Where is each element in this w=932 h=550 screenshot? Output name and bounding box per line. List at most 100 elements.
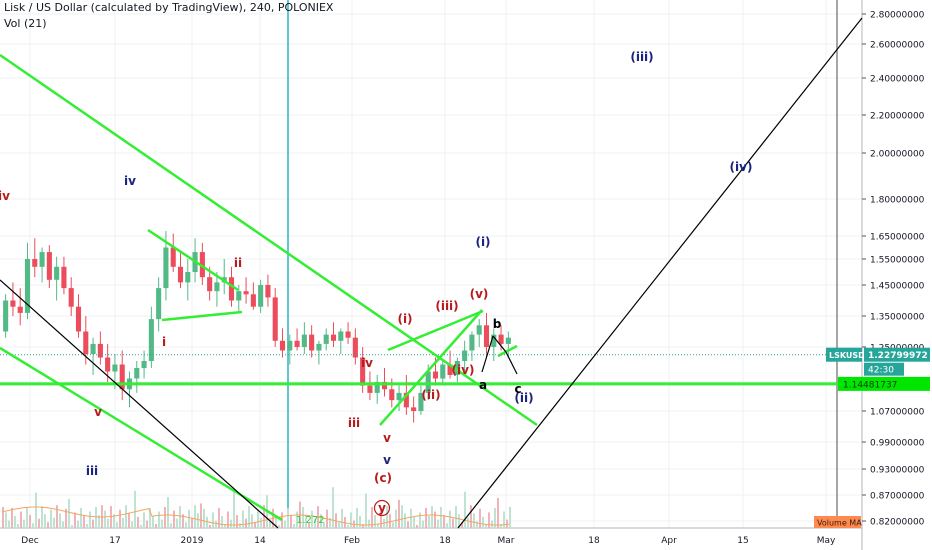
volume-bar: [158, 511, 160, 528]
volume-bar: [188, 509, 190, 528]
volume-bar: [107, 518, 109, 528]
volume-bar: [410, 508, 412, 528]
volume-bar: [41, 506, 43, 528]
wave-label-circle: [373, 499, 391, 517]
volume-bar: [350, 512, 352, 528]
volume-bar: [452, 518, 454, 528]
volume-bar: [77, 520, 79, 528]
volume-bar: [161, 519, 163, 528]
volume-bar: [449, 510, 451, 528]
volume-bar: [440, 507, 442, 528]
wave-label: (c): [374, 471, 392, 485]
volume-bar: [35, 492, 37, 528]
volume-bar: [485, 525, 487, 528]
volume-bar: [5, 512, 7, 528]
volume-bar: [212, 512, 214, 528]
volume-bar: [71, 525, 73, 528]
candle-body: [483, 325, 490, 347]
y-tick-label: 0.82000000: [870, 518, 925, 528]
projection-line: [0, 279, 279, 529]
volume-bar: [500, 524, 502, 528]
candle-body: [258, 285, 264, 307]
volume-bar: [338, 521, 340, 528]
volume-bar: [83, 516, 85, 528]
candle-body: [279, 340, 286, 351]
volume-bar: [221, 516, 223, 528]
candle-body: [287, 340, 293, 351]
wave-label: (i): [397, 312, 412, 326]
wave-label: (i): [475, 235, 490, 249]
candle-body: [17, 306, 23, 313]
volume-bar: [503, 511, 505, 528]
volume-bar: [197, 513, 199, 528]
volume-bar: [17, 524, 19, 528]
volume-bar: [53, 517, 55, 528]
volume-bar: [458, 514, 460, 528]
candle-body: [90, 343, 96, 354]
candle-body: [68, 288, 74, 307]
volume-bar: [95, 507, 97, 528]
volume-bar: [374, 515, 376, 528]
volume-bar: [119, 509, 121, 528]
volume-bar: [20, 511, 22, 528]
wave-label: v: [383, 431, 391, 445]
wave-label: v: [94, 405, 102, 419]
volume-bar: [143, 512, 145, 528]
x-tick-label: Feb: [344, 536, 360, 546]
candle-body: [294, 340, 300, 347]
volume-bar: [89, 511, 91, 528]
volume-bar: [248, 506, 250, 528]
x-tick-label: 2019: [181, 536, 204, 546]
volume-bar: [341, 508, 343, 528]
volume-bar: [113, 514, 115, 528]
volume-bar: [218, 507, 220, 528]
candle-body: [185, 272, 191, 283]
wave-label: (iii): [630, 50, 653, 64]
chart-title: Lisk / US Dollar (calculated by TradingV…: [4, 1, 334, 14]
volume-bar: [194, 505, 196, 528]
candle-body: [54, 266, 60, 280]
x-tick-label: 15: [737, 536, 748, 546]
volume-bar: [479, 508, 481, 528]
candle-body: [447, 364, 453, 375]
price-badge-symbol-bg: [826, 347, 862, 362]
x-tick-label: 18: [439, 536, 451, 546]
candle-body: [352, 337, 358, 358]
candle-body: [170, 247, 176, 267]
volume-bar: [242, 510, 244, 528]
volume-bar: [146, 520, 148, 528]
volume-bar: [389, 514, 391, 528]
candle-body: [367, 385, 373, 393]
volume-bar: [419, 512, 421, 528]
candle-body: [148, 319, 154, 361]
candle-body: [374, 382, 380, 393]
candle-body: [301, 334, 307, 347]
wave-label: iii: [348, 416, 360, 430]
volume-bar: [80, 507, 82, 528]
volume-bar: [14, 516, 16, 528]
y-tick-label: 1.35000000: [870, 313, 925, 323]
volume-bar: [47, 522, 49, 528]
hline-badge-value: 1.14481737: [843, 380, 897, 390]
volume-bar: [92, 519, 94, 528]
volume-bar: [8, 520, 10, 528]
x-tick-label: Mar: [498, 536, 515, 546]
volume-bar: [170, 523, 172, 528]
volume-bar: [398, 499, 400, 528]
candle-body: [469, 334, 475, 351]
volume-bar: [185, 522, 187, 528]
y-tick-label: 0.99000000: [870, 439, 925, 449]
volume-bar: [68, 498, 70, 528]
countdown-badge-bg: [864, 362, 904, 376]
y-tick-label: 1.07000000: [870, 408, 925, 418]
volume-bar: [56, 505, 58, 528]
trend-line: [161, 310, 243, 322]
volume-bar: [425, 507, 427, 528]
volume-bar: [296, 511, 298, 528]
volume-bar: [134, 490, 136, 528]
volume-bar: [86, 524, 88, 528]
candle-body: [112, 364, 118, 372]
volume-badge-bg: [814, 516, 861, 528]
